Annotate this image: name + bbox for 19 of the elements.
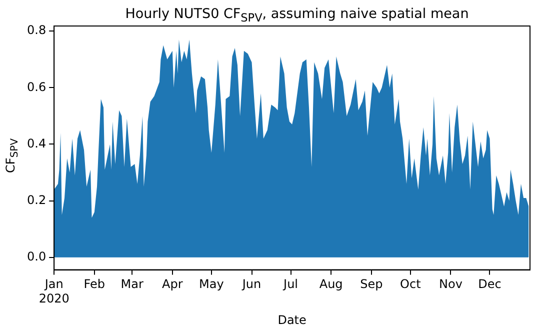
x-tick-label: Jun [241,277,262,292]
x-tick-label: Feb [84,277,106,292]
x-tick-label: Jul [282,277,298,292]
y-tick-label: 0.6 [26,80,46,94]
x-tick-label: Jan 2020 [38,277,70,306]
x-tick-label: Aug [319,277,343,292]
x-tick-label: Nov [439,277,462,292]
y-tick-label: 0.0 [26,249,46,264]
x-tick-label: Dec [478,277,502,292]
x-tick-label: Oct [400,277,422,292]
x-tick-label: Mar [120,277,144,292]
y-tick-label: 0.8 [26,23,46,38]
y-tick-label: 0.4 [26,136,46,150]
x-tick-label: Sep [360,277,383,292]
chart-title: Hourly NUTS0 CF$_{SPV}$, assuming naive spatial mean [124,6,470,25]
x-tick-label: May [199,277,224,292]
y-tick-label: 0.2 [26,192,46,207]
x-tick-label: Apr [162,277,183,292]
x-axis-title: Date [278,312,306,327]
